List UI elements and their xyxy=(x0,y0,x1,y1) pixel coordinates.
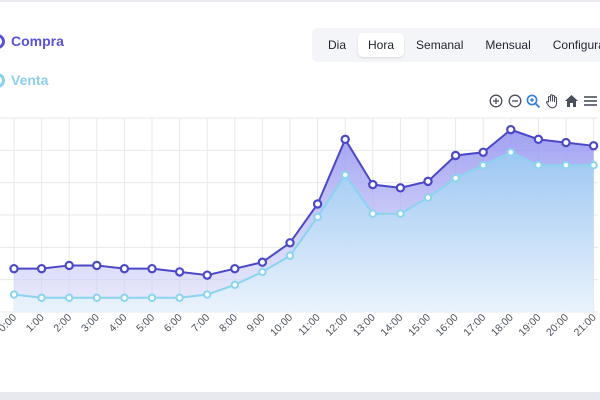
point-venta xyxy=(258,267,267,277)
x-tick-label: 14:00 xyxy=(378,312,405,339)
point-compra xyxy=(92,260,102,271)
legend-item-compra[interactable]: Compra xyxy=(0,33,64,49)
bottom-frame-border xyxy=(0,392,600,400)
point-compra xyxy=(368,179,378,190)
point-venta xyxy=(561,161,571,170)
line-compra xyxy=(14,128,594,277)
configurar-button[interactable]: Configurar xyxy=(552,38,600,52)
x-tick-label: 16:00 xyxy=(434,312,461,339)
point-compra xyxy=(395,183,406,193)
x-tick-label: 4:00 xyxy=(107,312,130,335)
point-venta xyxy=(92,293,102,302)
point-venta xyxy=(423,193,433,202)
point-venta xyxy=(147,293,157,302)
point-compra xyxy=(202,270,212,280)
point-compra xyxy=(423,176,433,187)
points xyxy=(9,124,599,302)
point-venta xyxy=(203,290,212,299)
point-venta xyxy=(313,212,322,222)
point-venta xyxy=(589,161,598,170)
period-toolbar: Dia Hora Semanal Mensual Configurar xyxy=(312,28,600,62)
point-compra xyxy=(506,124,516,135)
x-axis-labels: 0:00 1:00 2:00 3:00 4:00 5:00 6:00 7:00 8:00 9:00… xyxy=(0,312,599,339)
zoom-in-icon[interactable] xyxy=(486,91,505,111)
point-compra xyxy=(230,263,240,274)
point-venta xyxy=(534,161,543,170)
period-button-mensual[interactable]: Mensual xyxy=(485,38,531,52)
legend-label-venta: Venta xyxy=(11,72,49,88)
x-tick-label: 21:00 xyxy=(572,312,599,339)
period-button-hora[interactable]: Hora xyxy=(358,33,405,57)
x-tick-label: 9:00 xyxy=(245,312,268,335)
point-venta xyxy=(479,161,488,170)
x-tick-label: 1:00 xyxy=(24,312,47,335)
lines xyxy=(13,128,594,299)
areas xyxy=(14,129,594,312)
zoom-out-icon[interactable] xyxy=(505,91,524,111)
x-tick-label: 19:00 xyxy=(516,312,543,339)
x-tick-label: 0:00 xyxy=(0,312,19,335)
point-venta xyxy=(451,173,460,183)
point-compra xyxy=(257,257,268,267)
menu-icon[interactable] xyxy=(581,91,600,111)
point-venta xyxy=(9,290,19,299)
point-venta xyxy=(396,209,405,218)
point-compra xyxy=(285,238,295,248)
point-venta xyxy=(285,251,295,260)
x-tick-label: 18:00 xyxy=(489,312,516,339)
x-tick-label: 8:00 xyxy=(217,312,240,335)
point-compra xyxy=(340,134,350,145)
point-venta xyxy=(368,209,377,218)
point-compra xyxy=(119,263,130,274)
legend-item-venta[interactable]: Venta xyxy=(0,72,48,88)
x-tick-label: 3:00 xyxy=(79,312,102,335)
x-tick-label: 10:00 xyxy=(268,312,295,339)
x-tick-label: 6:00 xyxy=(162,312,185,335)
point-compra xyxy=(478,147,488,157)
x-tick-label: 11:00 xyxy=(296,312,323,339)
point-venta xyxy=(175,293,184,302)
point-venta xyxy=(506,148,515,157)
x-tick-label: 7:00 xyxy=(189,312,212,335)
point-compra xyxy=(312,199,323,209)
point-venta xyxy=(65,293,74,302)
point-compra xyxy=(36,263,47,274)
line-venta xyxy=(13,151,594,299)
point-compra xyxy=(561,137,571,148)
x-tick-label: 20:00 xyxy=(544,312,571,339)
point-compra xyxy=(450,150,461,161)
x-tick-label: 12:00 xyxy=(323,312,350,339)
chart-tools xyxy=(486,91,600,111)
x-tick-label: 2:00 xyxy=(51,312,74,335)
legend-label-compra: Compra xyxy=(11,33,64,49)
x-tick-label: 13:00 xyxy=(351,312,378,339)
x-tick-label: 15:00 xyxy=(406,312,433,339)
x-tick-label: 5:00 xyxy=(134,312,157,335)
period-button-semanal[interactable]: Semanal xyxy=(416,38,464,52)
point-compra xyxy=(9,263,19,274)
pan-hand-icon[interactable] xyxy=(543,91,562,111)
point-venta xyxy=(341,170,350,180)
area-venta xyxy=(14,152,594,312)
top-frame-border xyxy=(0,0,600,2)
point-compra xyxy=(147,263,157,274)
point-venta xyxy=(37,293,46,302)
point-venta xyxy=(230,280,240,290)
x-tick-label: 17:00 xyxy=(461,312,488,339)
legend-marker-venta xyxy=(0,72,5,88)
zoom-selection-icon[interactable] xyxy=(524,91,543,111)
point-compra xyxy=(588,141,599,151)
point-compra xyxy=(533,134,544,145)
period-button-dia[interactable]: Dia xyxy=(328,38,347,52)
point-venta xyxy=(120,293,129,302)
legend-marker-compra xyxy=(0,33,5,49)
point-compra xyxy=(174,267,185,277)
point-compra xyxy=(64,260,74,271)
reset-home-icon[interactable] xyxy=(562,91,581,111)
